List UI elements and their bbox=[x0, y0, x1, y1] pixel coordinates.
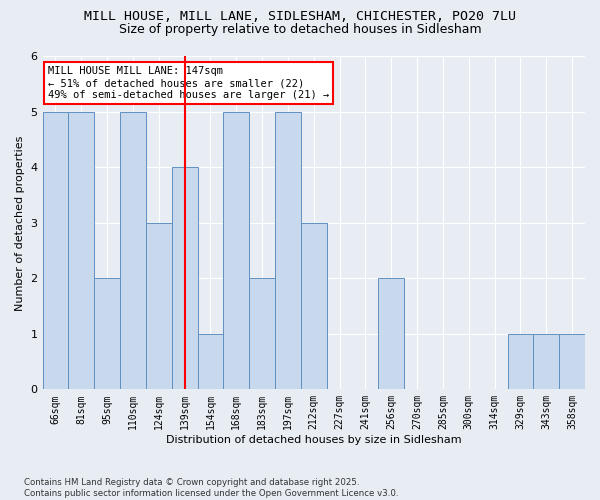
Bar bbox=[559, 334, 585, 390]
Bar bbox=[172, 168, 197, 390]
Text: MILL HOUSE, MILL LANE, SIDLESHAM, CHICHESTER, PO20 7LU: MILL HOUSE, MILL LANE, SIDLESHAM, CHICHE… bbox=[84, 10, 516, 23]
Bar bbox=[197, 334, 223, 390]
Bar bbox=[43, 112, 68, 390]
Bar bbox=[508, 334, 533, 390]
Y-axis label: Number of detached properties: Number of detached properties bbox=[15, 135, 25, 310]
Bar bbox=[301, 223, 326, 390]
Text: Contains HM Land Registry data © Crown copyright and database right 2025.
Contai: Contains HM Land Registry data © Crown c… bbox=[24, 478, 398, 498]
Bar bbox=[533, 334, 559, 390]
Bar bbox=[146, 223, 172, 390]
Bar bbox=[68, 112, 94, 390]
Text: MILL HOUSE MILL LANE: 147sqm
← 51% of detached houses are smaller (22)
49% of se: MILL HOUSE MILL LANE: 147sqm ← 51% of de… bbox=[48, 66, 329, 100]
Bar bbox=[275, 112, 301, 390]
Bar bbox=[379, 278, 404, 390]
X-axis label: Distribution of detached houses by size in Sidlesham: Distribution of detached houses by size … bbox=[166, 435, 461, 445]
Bar bbox=[120, 112, 146, 390]
Text: Size of property relative to detached houses in Sidlesham: Size of property relative to detached ho… bbox=[119, 22, 481, 36]
Bar bbox=[94, 278, 120, 390]
Bar bbox=[223, 112, 249, 390]
Bar bbox=[249, 278, 275, 390]
